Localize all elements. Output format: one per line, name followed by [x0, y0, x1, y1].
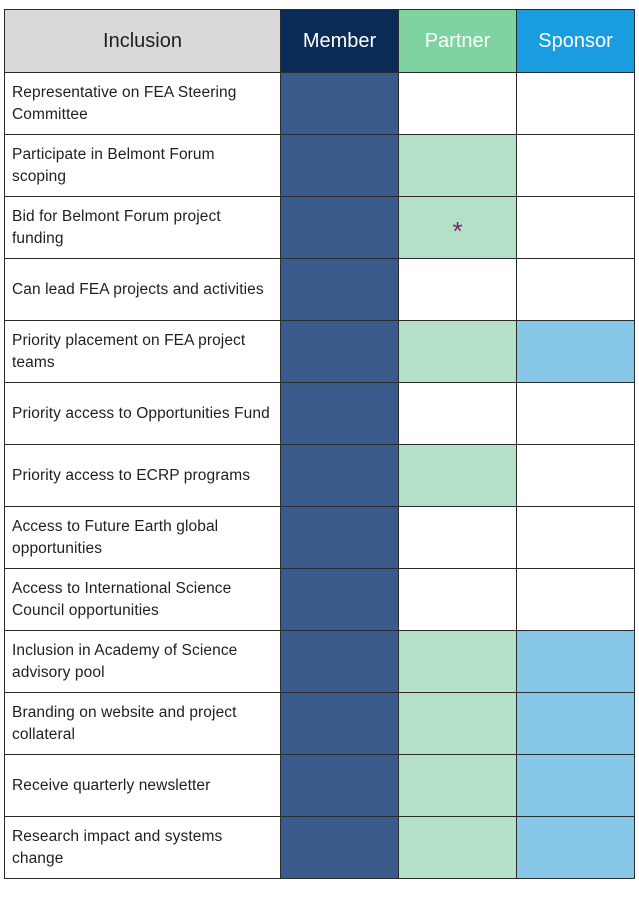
table-row: Inclusion in Academy of Science advisory…: [4, 630, 635, 693]
sponsor-cell: [516, 196, 635, 259]
member-cell: [280, 444, 399, 507]
member-cell: [280, 72, 399, 135]
member-cell: [280, 258, 399, 321]
table-row: Can lead FEA projects and activities: [4, 258, 635, 321]
benefit-label: Priority access to ECRP programs: [4, 444, 281, 507]
table-body: Representative on FEA Steering Committee…: [4, 72, 635, 879]
membership-benefits-table-wrapper: Inclusion Member Partner Sponsor Represe…: [4, 9, 635, 879]
table-row: Priority access to Opportunities Fund: [4, 382, 635, 445]
table-row: Participate in Belmont Forum scoping: [4, 134, 635, 197]
partner-cell: [398, 630, 517, 693]
member-cell: [280, 692, 399, 755]
table-row: Access to International Science Council …: [4, 568, 635, 631]
partner-cell: [398, 382, 517, 445]
benefit-label: Representative on FEA Steering Committee: [4, 72, 281, 135]
sponsor-cell: [516, 258, 635, 321]
sponsor-cell: [516, 382, 635, 445]
benefit-label: Access to International Science Council …: [4, 568, 281, 631]
benefit-label: Priority access to Opportunities Fund: [4, 382, 281, 445]
table-row: Priority access to ECRP programs: [4, 444, 635, 507]
benefit-label: Access to Future Earth global opportunit…: [4, 506, 281, 569]
benefit-label: Branding on website and project collater…: [4, 692, 281, 755]
member-cell: [280, 382, 399, 445]
partner-cell: [398, 568, 517, 631]
sponsor-cell: [516, 320, 635, 383]
sponsor-cell: [516, 692, 635, 755]
benefit-label: Bid for Belmont Forum project funding: [4, 196, 281, 259]
partner-cell: [398, 692, 517, 755]
partner-cell: [398, 754, 517, 817]
member-cell: [280, 134, 399, 197]
partner-cell: [398, 506, 517, 569]
sponsor-cell: [516, 816, 635, 879]
header-partner: Partner: [398, 9, 517, 73]
partner-cell: [398, 134, 517, 197]
member-cell: [280, 196, 399, 259]
partner-cell: [398, 72, 517, 135]
partner-cell: [398, 258, 517, 321]
sponsor-cell: [516, 506, 635, 569]
member-cell: [280, 506, 399, 569]
benefit-label: Inclusion in Academy of Science advisory…: [4, 630, 281, 693]
benefit-label: Receive quarterly newsletter: [4, 754, 281, 817]
partner-cell: [398, 444, 517, 507]
sponsor-cell: [516, 444, 635, 507]
asterisk-mark: *: [452, 216, 463, 246]
sponsor-cell: [516, 134, 635, 197]
partner-cell: [398, 320, 517, 383]
partner-cell: *: [398, 196, 517, 259]
header-inclusion: Inclusion: [4, 9, 281, 73]
table-row: Research impact and systems change: [4, 816, 635, 879]
benefit-label: Priority placement on FEA project teams: [4, 320, 281, 383]
header-member: Member: [280, 9, 399, 73]
benefit-label: Participate in Belmont Forum scoping: [4, 134, 281, 197]
sponsor-cell: [516, 630, 635, 693]
benefit-label: Can lead FEA projects and activities: [4, 258, 281, 321]
table-row: Access to Future Earth global opportunit…: [4, 506, 635, 569]
member-cell: [280, 568, 399, 631]
sponsor-cell: [516, 72, 635, 135]
table-row: Branding on website and project collater…: [4, 692, 635, 755]
header-sponsor: Sponsor: [516, 9, 635, 73]
table-row: Receive quarterly newsletter: [4, 754, 635, 817]
header-row: Inclusion Member Partner Sponsor: [4, 9, 635, 73]
sponsor-cell: [516, 754, 635, 817]
membership-benefits-table: Inclusion Member Partner Sponsor Represe…: [4, 9, 635, 879]
table-row: Bid for Belmont Forum project funding *: [4, 196, 635, 259]
sponsor-cell: [516, 568, 635, 631]
table-row: Representative on FEA Steering Committee: [4, 72, 635, 135]
table-row: Priority placement on FEA project teams: [4, 320, 635, 383]
partner-cell: [398, 816, 517, 879]
member-cell: [280, 754, 399, 817]
member-cell: [280, 816, 399, 879]
benefit-label: Research impact and systems change: [4, 816, 281, 879]
member-cell: [280, 630, 399, 693]
member-cell: [280, 320, 399, 383]
